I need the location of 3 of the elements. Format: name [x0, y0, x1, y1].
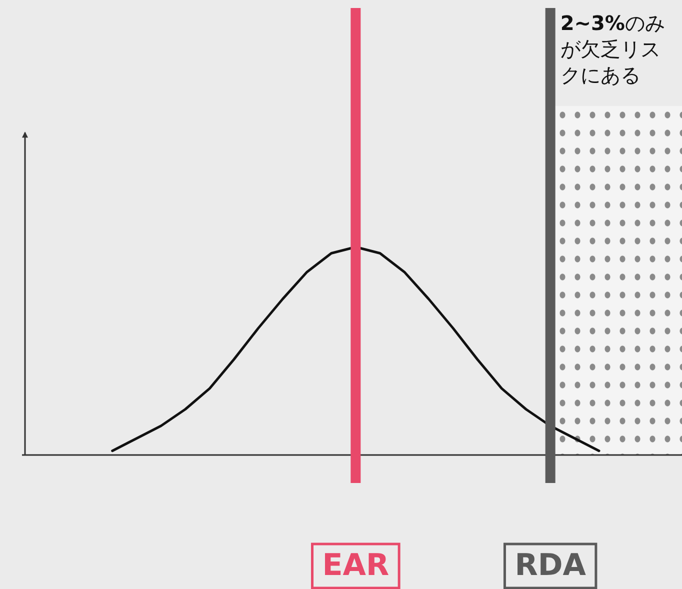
- annotation: 2~3%のみが欠乏リスクにある: [560, 10, 666, 88]
- x-tick-label: RDA: [514, 548, 587, 583]
- x-tick-label: EAR: [322, 548, 390, 583]
